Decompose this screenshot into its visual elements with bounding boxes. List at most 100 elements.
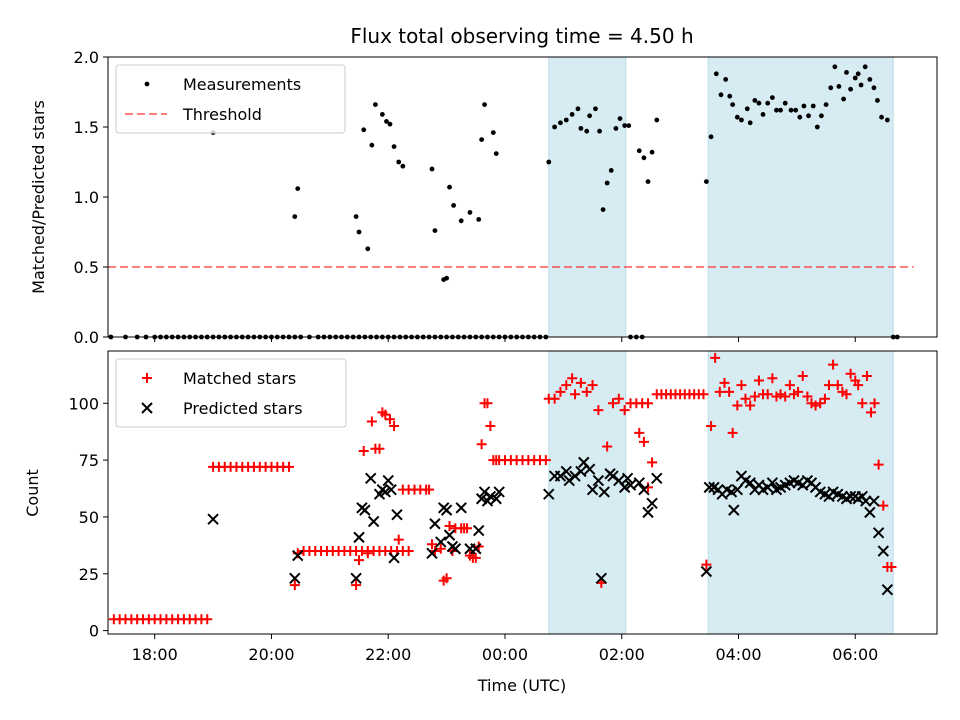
bottom-y-tick-label: 0 xyxy=(89,622,99,641)
top-measurements-point xyxy=(723,77,729,82)
bottom-predicted-stars-point xyxy=(731,483,744,496)
top-measurements-point xyxy=(384,119,389,124)
bottom-matched-stars-point xyxy=(740,393,751,404)
bottom-matched-stars-point xyxy=(354,555,365,566)
bottom-matched-stars-point xyxy=(289,580,300,591)
bottom-x-tick-label: 06:00 xyxy=(832,645,878,664)
bottom-predicted-stars-point xyxy=(353,531,365,544)
bottom-matched-stars-point xyxy=(823,380,834,391)
bottom-predicted-stars-point xyxy=(860,495,872,507)
top-measurements-point xyxy=(429,166,435,172)
legend-predicted-marker xyxy=(141,402,153,414)
top-measurements-point xyxy=(730,102,736,107)
top-measurements-point xyxy=(458,218,464,224)
top-legend-label: Measurements xyxy=(183,75,301,94)
top-measurements-point xyxy=(718,92,724,98)
bottom-predicted-stars-point xyxy=(292,549,304,562)
bottom-predicted-stars-point xyxy=(359,504,371,516)
bottom-matched-stars-point xyxy=(719,377,730,388)
top-measurements-point xyxy=(379,112,385,117)
bottom-legend-label: Matched stars xyxy=(183,369,296,388)
top-measurements-point xyxy=(836,84,842,89)
top-measurements-point xyxy=(361,127,367,133)
top-measurements-point xyxy=(852,75,858,81)
bottom-matched-stars-point xyxy=(384,414,395,425)
bottom-matched-stars-point xyxy=(643,398,654,409)
bottom-y-tick-label: 75 xyxy=(79,451,99,470)
top-y-tick-label: 1.0 xyxy=(74,188,99,207)
bottom-predicted-stars-point xyxy=(642,506,654,519)
bottom-matched-stars-point xyxy=(775,389,786,400)
bottom-matched-stars-point xyxy=(861,371,872,382)
top-y-axis-label: Matched/Predicted stars xyxy=(29,100,48,294)
top-measurements-point xyxy=(569,112,575,117)
top-measurements-point xyxy=(778,107,783,113)
bottom-matched-stars-point xyxy=(607,398,618,409)
bottom-matched-stars-point xyxy=(374,443,385,454)
top-measurements-point xyxy=(708,134,714,140)
top-measurements-point xyxy=(858,82,864,88)
top-measurements-point xyxy=(292,214,298,220)
bottom-predicted-stars-point xyxy=(429,518,441,530)
top-measurements-point xyxy=(862,64,868,70)
bottom-x-tick-label: 22:00 xyxy=(365,645,411,664)
bottom-legend-box xyxy=(115,358,347,428)
top-measurements-point xyxy=(356,229,362,235)
bottom-matched-stars-point xyxy=(575,377,586,388)
top-measurements-point xyxy=(810,103,816,109)
bottom-matched-stars-point xyxy=(793,386,804,397)
bottom-predicted-stars-point xyxy=(473,524,485,537)
top-measurements-point xyxy=(575,106,581,112)
top-measurements-point xyxy=(369,142,375,148)
top-measurements-point xyxy=(482,102,487,107)
bottom-predicted-stars-point xyxy=(872,527,885,539)
top-measurements-point xyxy=(654,117,660,123)
bottom-predicted-stars-point xyxy=(881,583,894,596)
bottom-matched-stars-point xyxy=(634,427,645,438)
bottom-matched-stars-point xyxy=(485,421,496,432)
top-measurements-point xyxy=(782,100,788,106)
bottom-predicted-stars-point xyxy=(365,472,377,485)
bottom-matched-stars-point xyxy=(602,441,613,452)
bottom-matched-stars-point xyxy=(869,398,880,409)
bottom-matched-stars-point xyxy=(549,393,560,404)
top-measurements-point xyxy=(884,117,890,123)
top-measurements-point xyxy=(372,102,378,107)
bottom-predicted-stars-point xyxy=(618,481,631,494)
top-measurements-point xyxy=(739,117,744,123)
bottom-predicted-stars-point xyxy=(289,572,301,585)
bottom-matched-stars-point xyxy=(853,380,864,391)
bottom-matched-stars-point xyxy=(727,427,738,438)
bottom-legend: Matched stars Predicted stars xyxy=(115,358,347,428)
bottom-matched-stars-point xyxy=(570,389,581,400)
top-measurements-point xyxy=(828,85,834,91)
bottom-predicted-stars-point xyxy=(543,488,555,500)
top-measurements-point xyxy=(563,117,569,123)
top-measurements-point xyxy=(774,107,779,113)
top-measurements-point xyxy=(649,149,655,155)
bottom-matched-stars-point xyxy=(845,368,856,379)
bottom-predicted-stars-point xyxy=(475,493,488,505)
bottom-predicted-stars-point xyxy=(560,465,572,478)
bottom-matched-stars-point xyxy=(366,416,377,427)
bottom-matched-stars-point xyxy=(362,548,373,559)
top-measurements-point xyxy=(734,114,740,120)
top-legend-box xyxy=(115,64,346,134)
legend-matched-marker xyxy=(142,373,152,383)
bottom-legend-label: Predicted stars xyxy=(183,399,303,418)
bottom-predicted-stars-point xyxy=(877,545,889,557)
chart-title: Flux total observing time = 4.50 h xyxy=(350,24,693,48)
bottom-matched-stars-point xyxy=(567,373,578,384)
top-measurements-point xyxy=(552,124,558,130)
top-measurements-point xyxy=(727,93,733,99)
bottom-matched-stars-point xyxy=(389,421,400,432)
bottom-matched-stars-point xyxy=(724,386,735,397)
bottom-predicted-stars-point xyxy=(598,486,610,498)
bottom-predicted-stars-point xyxy=(744,477,756,489)
bottom-matched-stars-point xyxy=(701,559,712,570)
top-measurements-point xyxy=(867,77,873,82)
bottom-predicted-stars-point xyxy=(391,508,403,521)
bottom-matched-stars-point xyxy=(393,534,404,545)
top-shaded-span-1 xyxy=(707,56,894,338)
top-measurements-point xyxy=(432,228,438,234)
